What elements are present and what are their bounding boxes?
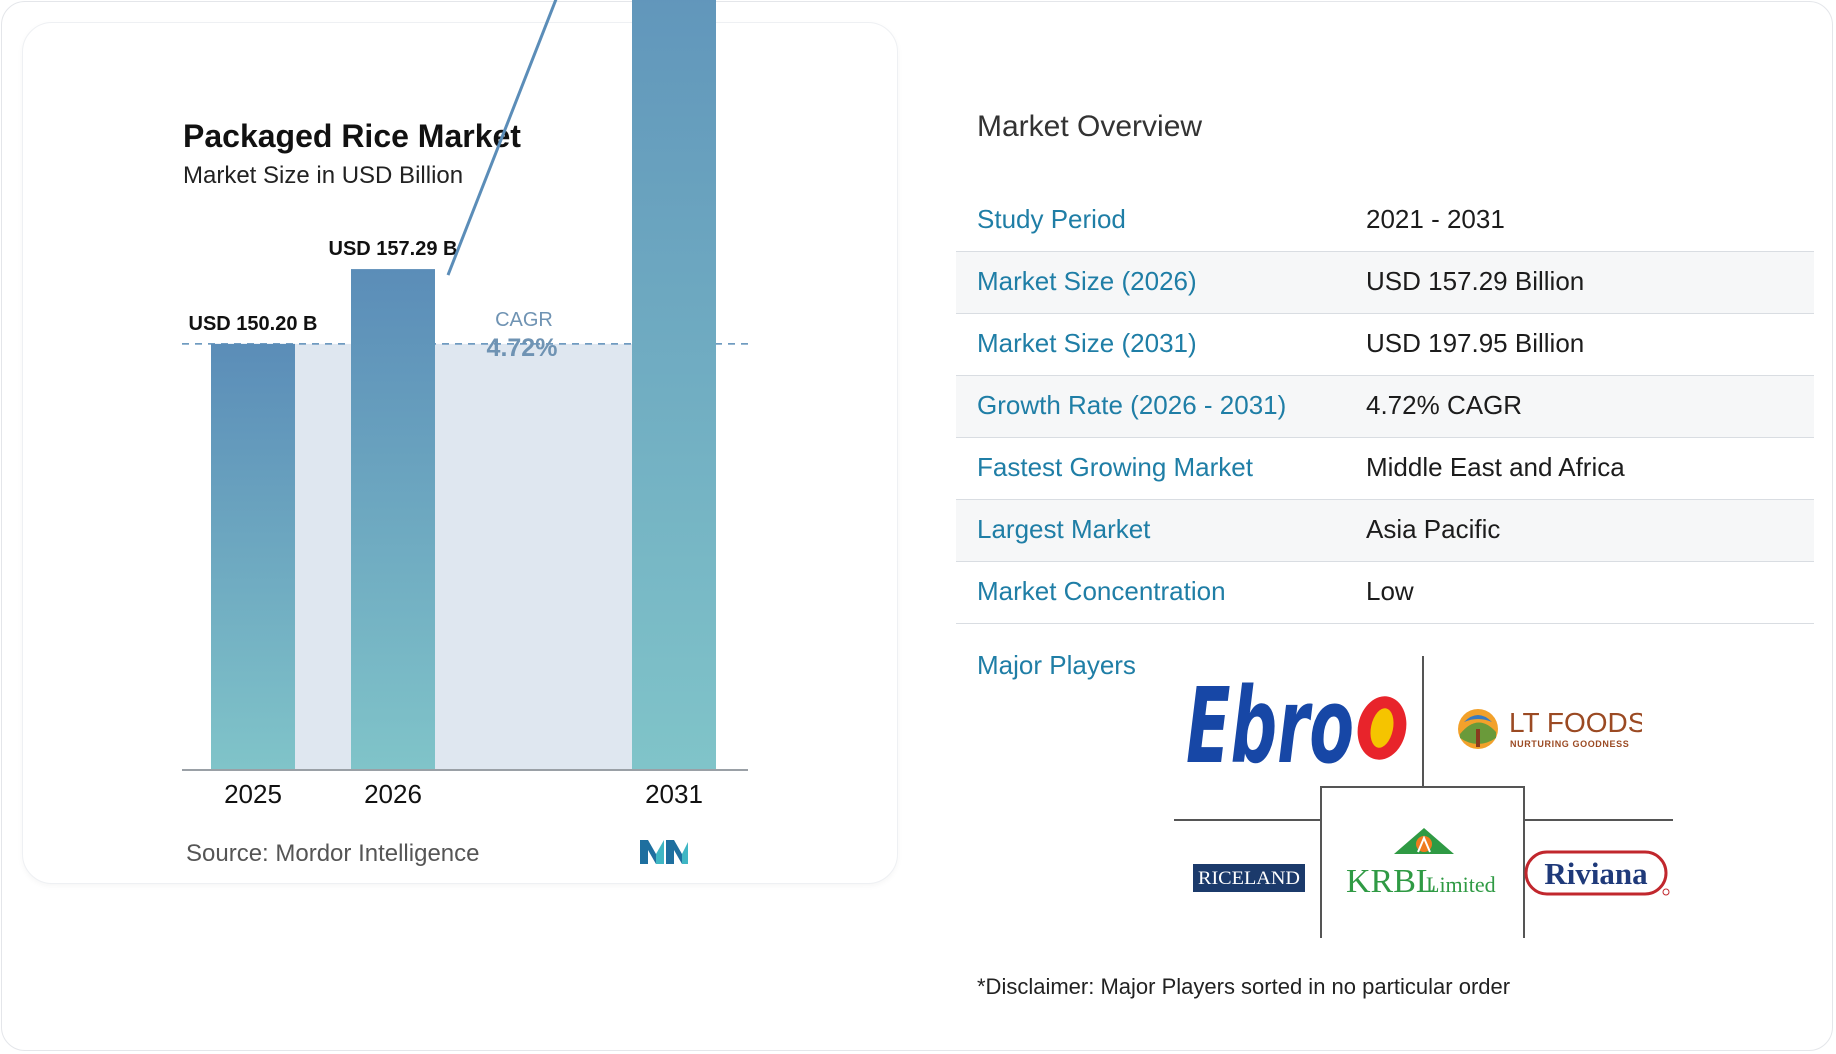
chart-subtitle: Market Size in USD Billion: [183, 162, 464, 189]
row-value: Middle East and Africa: [1366, 452, 1625, 482]
logo-divider: [1422, 656, 1424, 786]
row-label: Growth Rate (2026 - 2031): [977, 390, 1287, 420]
row-value: USD 197.95 Billion: [1366, 328, 1585, 358]
row-label: Study Period: [977, 204, 1126, 234]
lt-foods-wordmark: LT FOODS: [1509, 707, 1642, 738]
row-label: Market Size (2026): [977, 266, 1197, 296]
x-tick-2031: 2031: [645, 779, 703, 809]
chart-title: Packaged Rice Market: [183, 118, 521, 154]
row-value: 2021 - 2031: [1366, 204, 1505, 234]
row-label: Market Concentration: [977, 576, 1226, 606]
riviana-logo: Riviana: [1524, 850, 1670, 896]
row-largest-market: Largest Market Asia Pacific: [956, 500, 1814, 562]
bar-2026: [351, 269, 435, 770]
lt-foods-tagline: NURTURING GOODNESS: [1510, 739, 1629, 749]
riceland-logo: RICELAND: [1193, 864, 1305, 892]
row-market-size-2026: Market Size (2026) USD 157.29 Billion: [956, 252, 1814, 314]
row-value: Low: [1366, 576, 1414, 606]
krbl-logo: KRBL Limited: [1346, 828, 1496, 898]
lt-foods-logo: LT FOODS NURTURING GOODNESS: [1458, 707, 1642, 749]
mordor-intelligence-logo: [640, 840, 688, 864]
row-value: USD 157.29 Billion: [1366, 266, 1585, 296]
krbl-wordmark: KRBL: [1346, 863, 1437, 898]
bar-2031: [632, 0, 716, 770]
row-label: Fastest Growing Market: [977, 452, 1253, 482]
logo-divider: [1174, 819, 1322, 821]
row-fastest-growing: Fastest Growing Market Middle East and A…: [956, 438, 1814, 500]
cagr-value: 4.72%: [487, 334, 558, 362]
ebro-logo: Ebro: [1186, 670, 1407, 780]
row-market-concentration: Market Concentration Low: [956, 562, 1814, 624]
bar-2025: [211, 343, 295, 770]
logo-divider: [1523, 786, 1525, 938]
x-tick-2026: 2026: [364, 779, 422, 809]
riviana-wordmark: Riviana: [1544, 856, 1648, 891]
cagr-arrow: [446, 0, 558, 276]
cagr-label: CAGR: [495, 309, 553, 331]
row-growth-rate: Growth Rate (2026 - 2031) 4.72% CAGR: [956, 376, 1814, 438]
data-label-2025: USD 150.20 B: [189, 313, 318, 335]
row-study-period: Study Period 2021 - 2031: [956, 190, 1814, 252]
logo-divider: [1523, 819, 1673, 821]
row-market-size-2031: Market Size (2031) USD 197.95 Billion: [956, 314, 1814, 376]
krbl-suffix: Limited: [1426, 872, 1496, 897]
row-value: 4.72% CAGR: [1366, 390, 1523, 420]
ebro-wordmark: Ebro: [1186, 670, 1354, 780]
data-label-2026: USD 157.29 B: [329, 238, 458, 260]
logo-divider: [1320, 786, 1525, 788]
x-tick-2025: 2025: [224, 779, 282, 809]
disclaimer: *Disclaimer: Major Players sorted in no …: [977, 974, 1511, 999]
source-note: Source: Mordor Intelligence: [186, 840, 480, 867]
major-players-label: Major Players: [977, 650, 1136, 680]
logo-divider: [1320, 786, 1322, 938]
row-value: Asia Pacific: [1366, 514, 1501, 544]
riceland-wordmark: RICELAND: [1198, 868, 1300, 889]
row-label: Market Size (2031): [977, 328, 1197, 358]
overview-title: Market Overview: [977, 110, 1203, 143]
row-label: Largest Market: [977, 514, 1151, 544]
overview-table: Study Period 2021 - 2031 Market Size (20…: [956, 190, 1814, 624]
